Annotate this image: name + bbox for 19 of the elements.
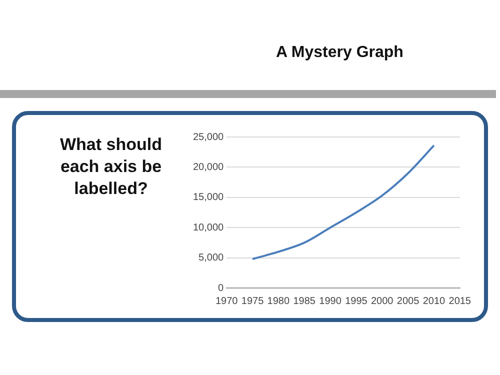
y-tick-label: 0 [218,282,224,294]
x-tick-label: 2005 [396,296,420,307]
x-tick-label: 2000 [370,296,394,307]
x-tick-label: 1990 [319,296,342,307]
x-tick-label: 1975 [241,296,264,307]
x-tick-label: 1980 [267,296,290,307]
x-tick-label: 1995 [345,296,368,307]
x-tick-label: 1970 [215,296,238,307]
x-tick-label: 2015 [448,296,472,307]
x-tick-label: 1985 [293,296,316,307]
y-tick-label: 15,000 [192,192,224,204]
y-tick-label: 5,000 [198,252,224,264]
line-series [252,144,435,260]
y-tick-label: 20,000 [192,162,224,173]
y-tick-label: 10,000 [192,222,224,234]
chart-title: A Mystery Graph [276,44,404,62]
text: What should each axis be labelled? [59,134,163,200]
y-tick-label: 25,000 [192,132,224,143]
x-tick-label: 2010 [422,296,446,307]
